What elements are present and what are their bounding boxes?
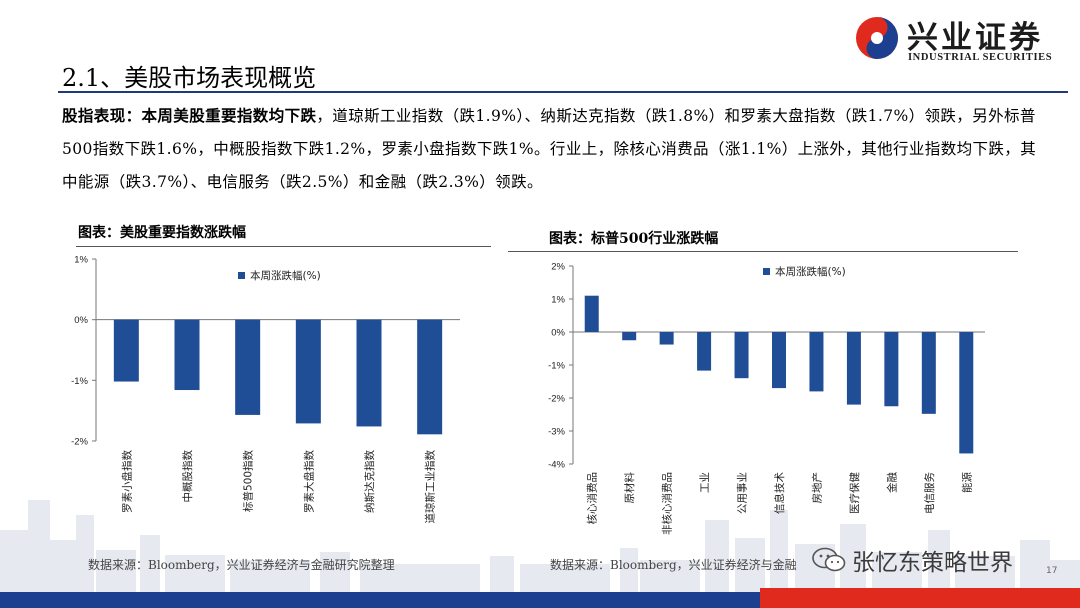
chart-1-category-label: 标普500指数 <box>242 450 255 513</box>
chart-2-bar <box>809 332 824 392</box>
chart-2-title-rule <box>508 251 1018 252</box>
chart-2-category-label: 医疗保健 <box>848 472 861 514</box>
chart-1-category-label: 中概股指数 <box>181 450 194 503</box>
chart-1-source: 数据来源：Bloomberg，兴业证券经济与金融研究院整理 <box>88 558 395 572</box>
page-number: 17 <box>1046 566 1058 576</box>
chart-2-bar <box>959 332 974 454</box>
chart-2-title: 图表：标普500行业涨跌幅 <box>549 231 719 247</box>
chart-2-bar <box>622 332 637 341</box>
chart-1-bar <box>356 319 382 427</box>
chart-2-category-label: 能源 <box>960 472 973 493</box>
title-divider <box>58 91 1068 93</box>
chart-2-bar <box>659 332 674 345</box>
skyline-background <box>0 500 1080 592</box>
chart-1-category-label: 纳斯达克指数 <box>363 450 376 513</box>
chart-2-legend-swatch <box>763 268 770 275</box>
chart-1-y-tick-label: 0% <box>74 315 88 326</box>
logo-mark-icon <box>856 17 898 59</box>
section-title: 2.1、美股市场表现概览 <box>62 64 317 92</box>
chart-1-category-label: 罗素小盘指数 <box>120 450 133 513</box>
chart-2-category-label: 金融 <box>885 472 898 493</box>
chart-2-category-label: 核心消费品 <box>586 472 599 525</box>
summary-paragraph: 股指表现：本周美股重要指数均下跌，道琼斯工业指数（跌1.9%）、纳斯达克指数（跌… <box>62 99 1037 199</box>
chart-2-category-label: 非核心消费品 <box>661 472 674 535</box>
chart-2-bar <box>846 332 861 405</box>
chart-1-legend-label: 本周涨跌幅(%) <box>250 269 321 282</box>
chart-2-y-tick-label: -4% <box>548 460 565 471</box>
chart-2-category-label: 公用事业 <box>736 472 749 514</box>
chart-1-legend-swatch <box>238 272 245 279</box>
summary-body: ，道琼斯工业指数（跌1.9%）、纳斯达克指数（跌1.8%）和罗素大盘指数（跌1.… <box>62 107 1037 191</box>
chart-2-y-tick-label: -3% <box>548 427 565 438</box>
footer-bar-red <box>760 588 1080 608</box>
chart-1-bar <box>295 319 321 424</box>
chart-1-title-rule <box>76 246 491 247</box>
chart-1-bar <box>174 319 200 391</box>
chart-1-bar <box>113 319 139 382</box>
chart-2-bar <box>734 332 749 379</box>
summary-lead: 股指表现：本周美股重要指数均下跌 <box>62 106 317 125</box>
wechat-icon <box>812 547 846 572</box>
chart-2-category-label: 原材料 <box>623 472 636 504</box>
chart-1-category-label: 道琼斯工业指数 <box>424 450 437 524</box>
chart-2-category-label: 房地产 <box>810 472 823 504</box>
chart-1-category-label: 罗素大盘指数 <box>302 450 315 513</box>
chart-1-bar <box>417 319 443 435</box>
chart-2-y-tick-label: -2% <box>548 394 565 405</box>
chart-1-y-tick-label: -1% <box>71 376 88 387</box>
chart-2-y-tick-label: -1% <box>548 361 565 372</box>
chart-2-bar <box>921 332 936 414</box>
chart-2-y-tick-label: 2% <box>551 262 565 273</box>
chart-2-legend-label: 本周涨跌幅(%) <box>775 265 846 278</box>
chart-1-y-tick-label: -2% <box>71 437 88 448</box>
watermark-text: 张忆东策略世界 <box>852 550 1013 576</box>
chart-2-bar <box>697 332 712 371</box>
chart-1-bar <box>235 319 261 415</box>
chart-1-y-tick-label: 1% <box>74 255 88 266</box>
chart-2-bar <box>584 295 599 332</box>
chart-2-bar <box>884 332 899 407</box>
chart-2-category-label: 信息技术 <box>773 472 786 514</box>
chart-2-y-tick-label: 1% <box>551 295 565 306</box>
logo-english-name: INDUSTRIAL SECURITIES <box>908 52 1053 63</box>
chart-2-category-label: 工业 <box>699 472 711 493</box>
chart-2-bar <box>772 332 786 389</box>
chart-2-category-label: 电信服务 <box>923 472 936 514</box>
chart-1-title: 图表：美股重要指数涨跌幅 <box>78 225 246 241</box>
company-logo: 兴业证券 INDUSTRIAL SECURITIES <box>855 12 1065 66</box>
chart-2-source: 数据来源：Bloomberg，兴业证券经济与金融 <box>550 558 797 572</box>
chart-2-y-tick-label: 0% <box>551 328 565 339</box>
logo-chinese-name: 兴业证券 <box>907 20 1043 56</box>
